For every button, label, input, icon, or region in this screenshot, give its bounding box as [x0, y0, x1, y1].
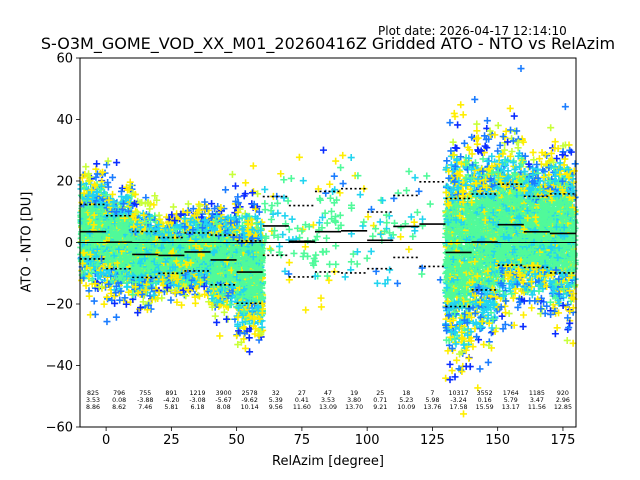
scatter-point-1051 — [125, 288, 133, 296]
scatter-point-767 — [80, 189, 88, 197]
scatter-point-1158 — [103, 161, 111, 169]
scatter-point-1365 — [112, 313, 120, 321]
scatter-point-756 — [93, 188, 101, 196]
scatter-point-1475 — [109, 173, 117, 181]
scatter-point-4915 — [216, 332, 224, 340]
scatter-point-796 — [87, 207, 95, 215]
scatter-point-763 — [80, 201, 88, 209]
scatter-point-1242 — [117, 287, 125, 295]
scatter-point-762 — [85, 170, 93, 178]
scatter-point-797 — [90, 221, 98, 229]
scatter-point-4698 — [213, 318, 221, 326]
scatter-point-4749 — [211, 312, 219, 320]
scatter-point-747 — [92, 253, 100, 261]
scatter-point-604 — [92, 165, 100, 173]
scatter-points — [77, 65, 579, 418]
scatter-point-783 — [85, 272, 93, 280]
scatter-point-4185 — [221, 186, 229, 194]
scatter-point-284 — [85, 292, 93, 300]
scatter-point-4979 — [232, 182, 240, 190]
scatter-point-791 — [86, 173, 94, 181]
scatter-point-1385 — [105, 196, 113, 204]
scatter-point-1173 — [122, 300, 130, 308]
scatter-point-1081 — [103, 318, 111, 326]
scatter-point-765 — [83, 222, 91, 230]
scatter-point-786 — [96, 269, 104, 277]
scatter-point-886 — [118, 184, 126, 192]
scatter-point-706 — [100, 300, 108, 308]
scatter-point-650 — [93, 160, 101, 168]
scatter-point-759 — [83, 195, 91, 203]
scatter-point-564 — [91, 182, 99, 190]
scatter-point-1317 — [102, 191, 110, 199]
scatter-point-642 — [91, 280, 99, 288]
scatter-point-781 — [98, 182, 106, 190]
scatter-point-574 — [92, 173, 100, 181]
scatter-point-3036 — [169, 203, 177, 211]
scatter-point-737 — [90, 297, 98, 305]
scatter-point-755 — [96, 199, 104, 207]
scatter-point-515 — [81, 267, 89, 275]
scatter-point-1193 — [113, 159, 121, 167]
scatter-point-894 — [116, 296, 124, 304]
scatter-point-768 — [80, 249, 88, 257]
scatter-point-795 — [86, 251, 94, 259]
scatter-point-780 — [89, 239, 97, 247]
scatter-point-1251 — [111, 299, 119, 307]
scatter-point-769 — [81, 205, 89, 213]
scatter-point-4685 — [228, 170, 236, 178]
scatter-point-779 — [85, 191, 93, 199]
scatter-point-792 — [81, 244, 89, 252]
scatter-point-882 — [104, 295, 112, 303]
scatter-point-778 — [90, 211, 98, 219]
scatter-point-1207 — [121, 294, 129, 302]
scatter-point-700 — [88, 268, 96, 276]
scatter-point-708 — [95, 283, 103, 291]
scatter-point-730 — [93, 170, 101, 178]
scatter-point-738 — [93, 261, 101, 269]
scatter-point-725 — [94, 223, 102, 231]
scatter-point-579 — [99, 168, 107, 176]
scatter-point-1018 — [109, 190, 117, 198]
scatter-point-3236 — [155, 211, 163, 219]
scatter-point-788 — [80, 217, 88, 225]
scatter-point-170 — [82, 163, 90, 171]
scatter-point-1217 — [104, 179, 112, 187]
scatter-point-1290 — [108, 277, 116, 285]
scatter-point-728 — [98, 209, 106, 217]
scatter-point-2860 — [167, 296, 175, 304]
scatter-point-525 — [94, 284, 102, 292]
scatter-point-712 — [91, 310, 99, 318]
scatter-point-4345 — [220, 308, 228, 316]
scatter-point-626 — [88, 186, 96, 194]
scatter-point-4682 — [223, 315, 231, 323]
scatter-point-3652 — [184, 200, 192, 208]
scatter-point-973 — [103, 293, 111, 301]
scatter-point-803 — [95, 213, 103, 221]
scatter-point-282 — [82, 282, 90, 290]
scatter-point-1344 — [104, 157, 112, 165]
scatter-point-789 — [80, 235, 88, 243]
scatter-point-772 — [79, 210, 87, 218]
scatter-point-550 — [84, 185, 92, 193]
scatter-point-4125 — [191, 299, 199, 307]
scatter-point-587 — [90, 181, 98, 189]
scatter-point-798 — [93, 245, 101, 253]
